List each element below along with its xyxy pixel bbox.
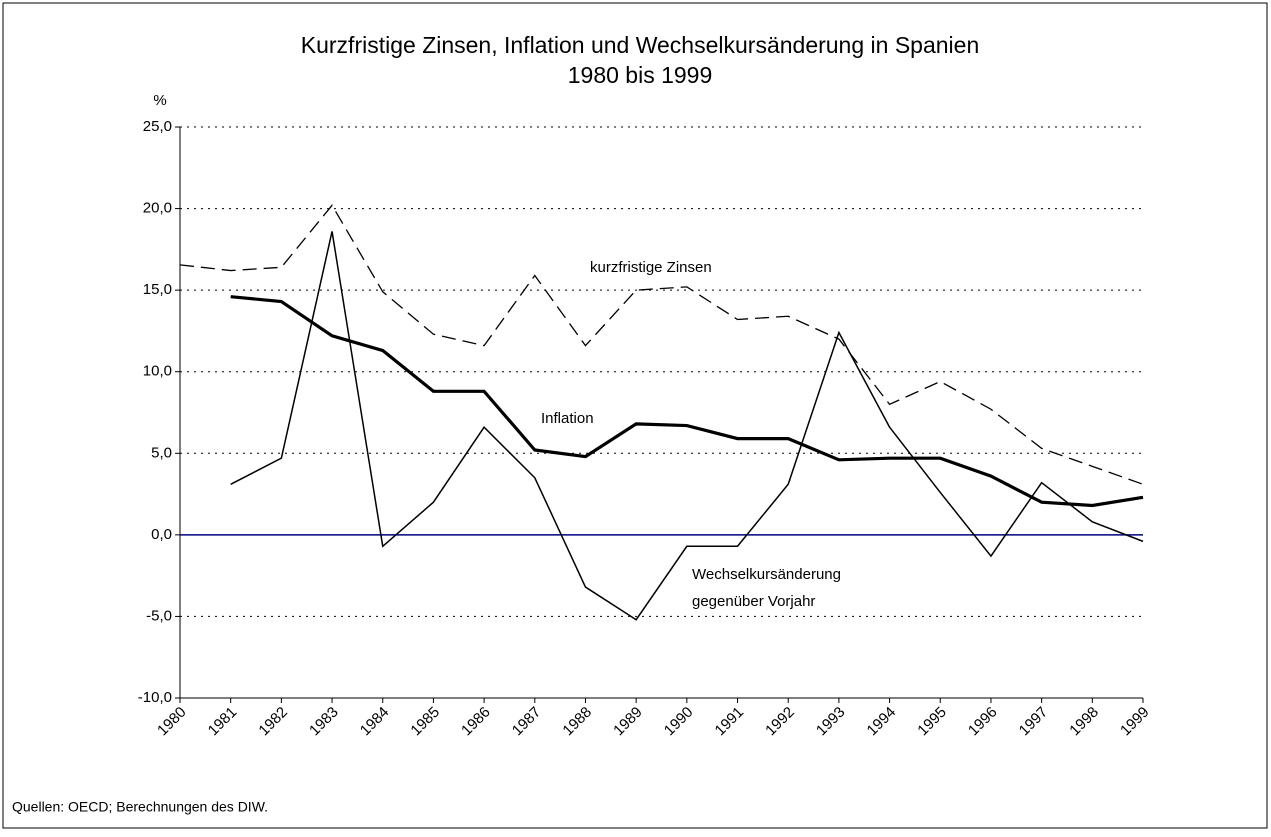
y-tick-label: -10,0 [138, 689, 172, 706]
y-tick-label: 15,0 [143, 281, 172, 298]
series-label: Wechselkursänderung [692, 566, 841, 583]
series-label: gegenüber Vorjahr [692, 593, 815, 610]
series-label: kurzfristige Zinsen [590, 259, 712, 276]
y-tick-label: 5,0 [151, 444, 172, 461]
series-label: Inflation [541, 410, 594, 427]
y-unit: % [153, 92, 166, 109]
chart-title: 1980 bis 1999 [568, 62, 713, 88]
y-tick-label: -5,0 [146, 607, 172, 624]
series-line [230, 231, 1144, 621]
source-note: Quellen: OECD; Berechnungen des DIW. [12, 799, 268, 815]
series-line [179, 204, 1144, 485]
chart-title: Kurzfristige Zinsen, Inflation und Wechs… [301, 32, 979, 58]
y-tick-label: 25,0 [143, 118, 172, 135]
y-tick-label: 20,0 [143, 200, 172, 217]
y-tick-label: 0,0 [151, 526, 172, 543]
y-tick-label: 10,0 [143, 363, 172, 380]
series-line [230, 295, 1144, 508]
